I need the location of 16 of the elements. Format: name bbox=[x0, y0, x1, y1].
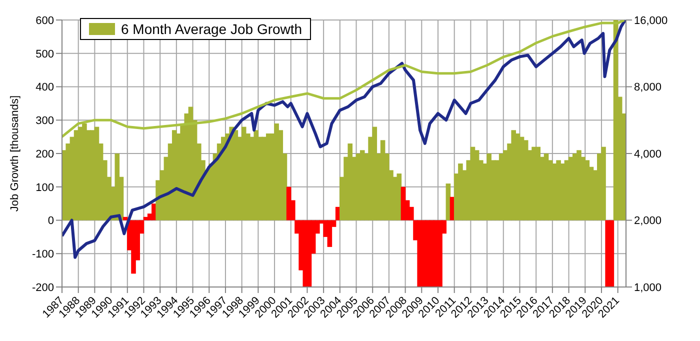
y-tick-label: 100 bbox=[36, 182, 54, 194]
y-tick-label: -200 bbox=[32, 282, 54, 294]
y-tick-label: 200 bbox=[36, 148, 54, 160]
y-tick-label: 0 bbox=[48, 215, 54, 228]
y-tick-label: 400 bbox=[36, 82, 54, 94]
y2-tick-label: 16,000 bbox=[634, 14, 668, 27]
y-axis-title: Job Growth [thousands] bbox=[8, 95, 21, 212]
y2-tick-label: 1,000 bbox=[634, 282, 662, 294]
y2-tick-label: 8,000 bbox=[634, 82, 662, 94]
legend-label: 6 Month Average Job Growth bbox=[121, 21, 302, 37]
y-tick-label: 300 bbox=[36, 115, 54, 128]
y2-tick-label: 2,000 bbox=[634, 215, 662, 228]
y-tick-label: 600 bbox=[36, 14, 54, 27]
y2-tick-label: 4,000 bbox=[634, 148, 662, 160]
y-tick-label: 500 bbox=[36, 48, 54, 60]
y-tick-label: -100 bbox=[32, 248, 54, 261]
